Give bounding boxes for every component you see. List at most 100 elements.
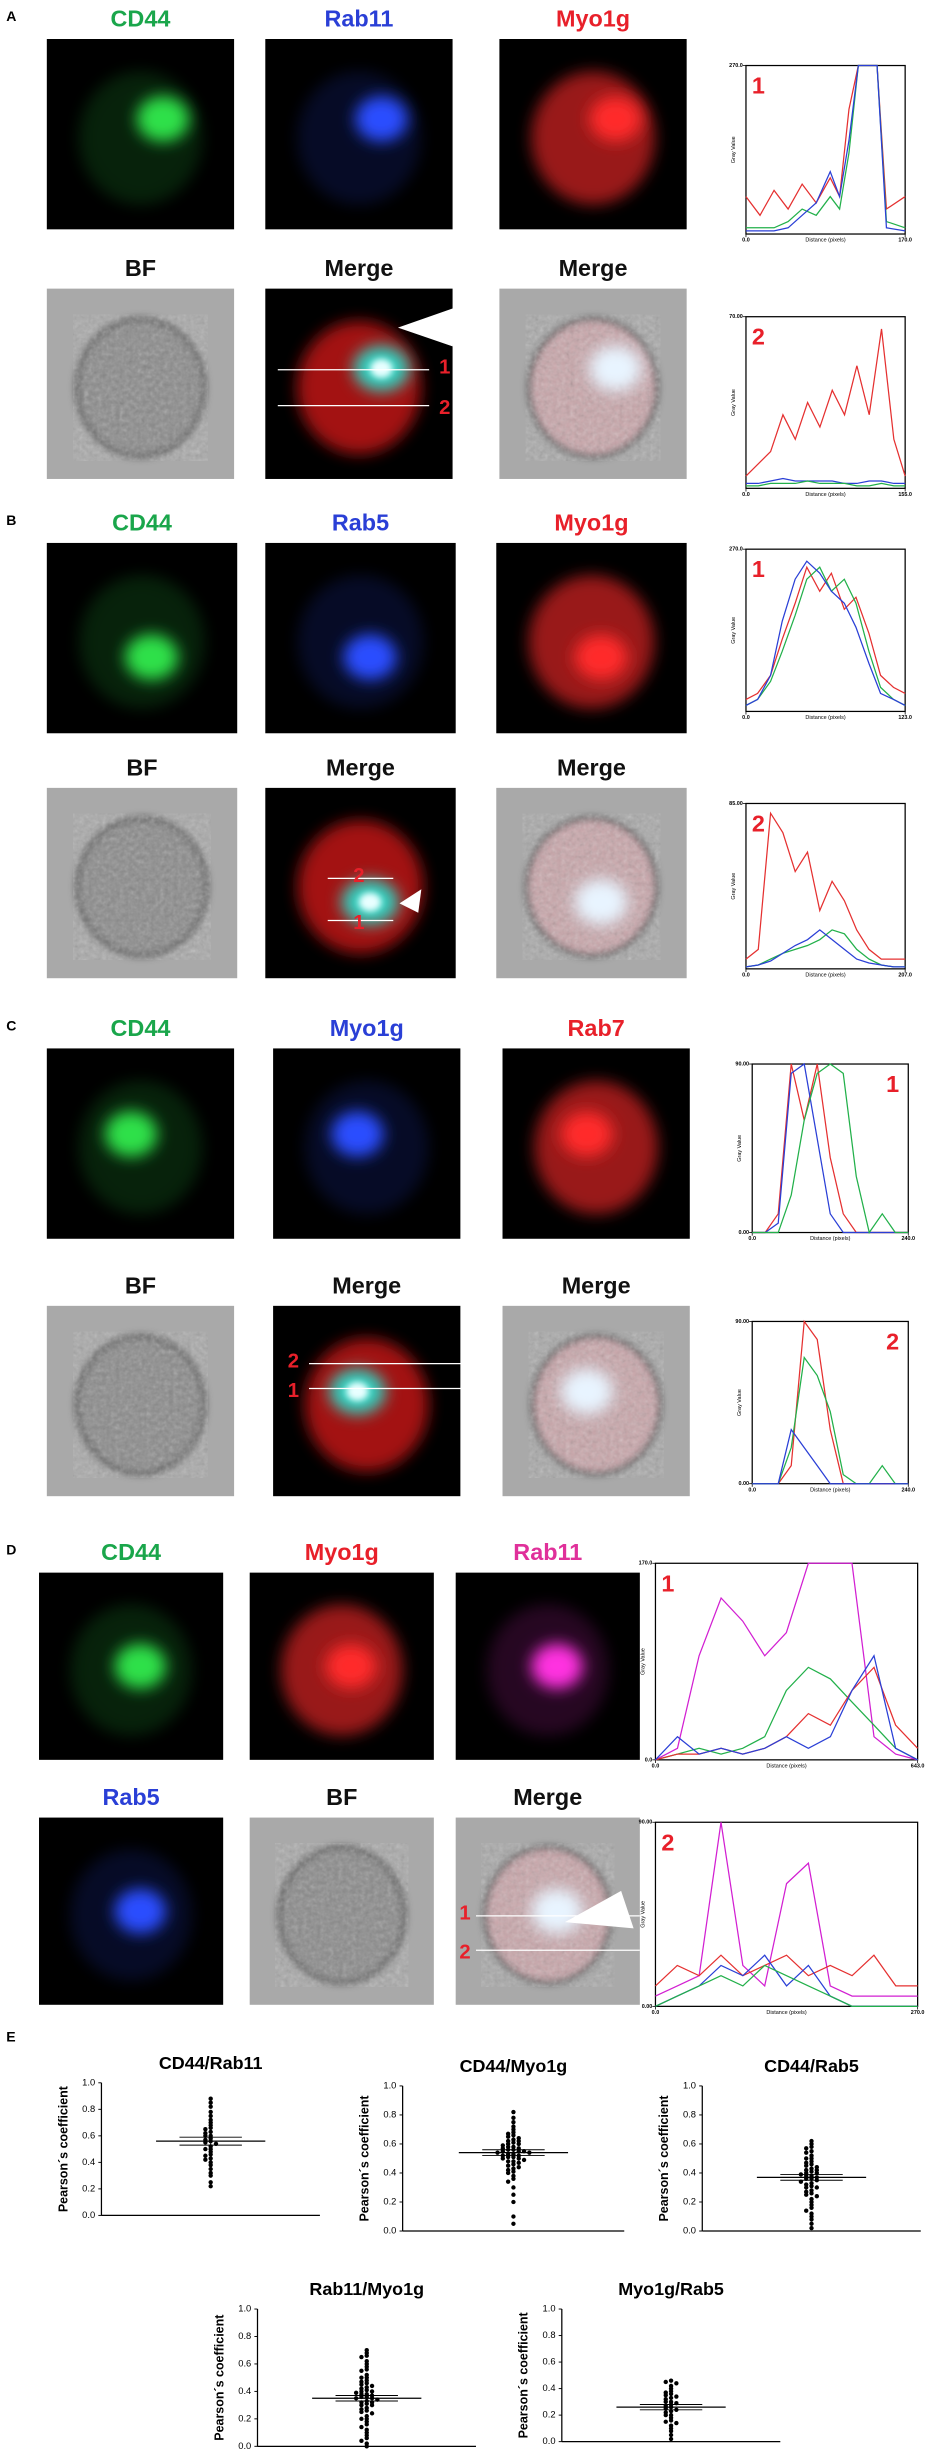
y-tick-label: 1.0	[543, 2303, 556, 2313]
y-tick-label: 0.4	[238, 2386, 251, 2396]
cell	[531, 71, 655, 205]
data-point	[203, 2153, 208, 2158]
texture	[84, 825, 200, 948]
plot-frame	[751, 1320, 909, 1485]
data-point	[369, 2389, 375, 2394]
data-point	[516, 2160, 521, 2166]
spot	[114, 1888, 167, 1934]
profile-series	[752, 1062, 909, 1234]
data-point	[364, 2401, 369, 2406]
panel-label: A	[6, 8, 16, 24]
data-point	[505, 2179, 511, 2184]
data-point	[809, 2144, 814, 2150]
data-point	[505, 2134, 511, 2139]
data-point	[364, 2367, 369, 2372]
profile-number: 1	[886, 1071, 899, 1097]
data-point	[359, 2402, 364, 2408]
spot	[560, 1111, 614, 1157]
image-title: Myo1g	[305, 1539, 379, 1565]
x-axis-label: Distance (pixels)	[805, 238, 845, 244]
spot	[370, 359, 393, 379]
data-point	[511, 2140, 516, 2145]
texture	[286, 1855, 398, 1975]
data-point	[511, 2162, 516, 2167]
spot	[531, 1888, 583, 1934]
y-tick-label: 0.2	[383, 2196, 396, 2206]
spot	[560, 1368, 614, 1415]
data-point	[369, 2402, 375, 2408]
data-point	[208, 2152, 213, 2157]
y-axis-label: Pearson´s coefficient	[56, 2086, 70, 2212]
micrograph	[265, 39, 453, 230]
x-tick-label: 0.0	[652, 1764, 660, 1770]
data-point	[809, 2221, 814, 2226]
spot	[331, 1111, 384, 1157]
data-point	[663, 2399, 668, 2405]
y-tick-label: 90.00	[639, 1820, 653, 1826]
plot-title: CD44/Rab5	[764, 2056, 859, 2076]
plot-frame	[745, 64, 906, 235]
profile-number: 2	[752, 811, 765, 837]
profile-number: 2	[886, 1328, 899, 1354]
line-label: 1	[353, 912, 364, 934]
image-title: Rab7	[568, 1015, 625, 1041]
x-axis-label: Distance (pixels)	[810, 1236, 850, 1242]
image-title: CD44	[111, 1015, 171, 1041]
y-tick-label: 0.6	[683, 2138, 696, 2148]
x-axis-label: Distance (pixels)	[766, 2010, 806, 2016]
x-tick-label: 240.0	[901, 1487, 915, 1493]
data-point	[364, 2435, 369, 2441]
spot	[343, 634, 397, 680]
y-tick-label: 0.6	[82, 2130, 95, 2140]
micrograph	[46, 288, 235, 479]
data-point	[511, 2214, 516, 2219]
x-tick-label: 207.0	[898, 973, 912, 979]
spot	[355, 96, 408, 142]
image-title: Merge	[562, 1272, 631, 1298]
data-point	[369, 2383, 375, 2389]
spot	[589, 345, 642, 392]
x-axis-label: Distance (pixels)	[805, 492, 845, 498]
image-title: Merge	[513, 1784, 582, 1810]
spot	[114, 1643, 167, 1689]
data-point	[359, 2368, 364, 2373]
profile-number: 2	[752, 324, 765, 350]
data-point	[359, 2409, 364, 2415]
x-tick-label: 0.0	[742, 492, 750, 498]
y-tick-label: 0.4	[683, 2167, 696, 2177]
y-axis-label: Pearson´s coefficient	[212, 2315, 226, 2441]
panel-label: B	[6, 512, 16, 528]
plot-frame	[654, 1562, 919, 1761]
y-tick-label: 90.00	[735, 1319, 749, 1325]
y-tick-label: 0.4	[543, 2383, 556, 2393]
profile-number: 2	[661, 1829, 674, 1855]
data-point	[203, 2157, 208, 2162]
texture	[84, 326, 197, 449]
y-tick-label: 0.0	[645, 1757, 653, 1763]
y-axis-label: Gray Value	[731, 136, 737, 163]
micrograph	[499, 39, 687, 230]
line-label: 2	[459, 1942, 470, 1964]
data-point	[511, 2176, 516, 2181]
data-point	[804, 2163, 809, 2168]
image-title: CD44	[101, 1539, 161, 1565]
data-point	[668, 2395, 674, 2401]
profile-series	[745, 64, 906, 232]
data-point	[359, 2424, 364, 2430]
y-tick-label: 90.00	[735, 1061, 749, 1067]
arrowhead	[564, 1890, 634, 1929]
y-axis-label: Pearson´s coefficient	[517, 2312, 531, 2438]
y-tick-label: 0.6	[383, 2138, 396, 2148]
x-tick-label: 270.0	[911, 2010, 925, 2016]
panel-label: D	[6, 1541, 16, 1557]
data-point	[804, 2150, 809, 2155]
line-label: 1	[439, 357, 450, 379]
profile-series	[745, 566, 906, 706]
cell	[297, 71, 421, 205]
data-point	[804, 2156, 809, 2161]
spot	[124, 634, 179, 680]
data-point	[208, 2166, 213, 2172]
line-label: 1	[288, 1380, 299, 1402]
plot-frame	[745, 802, 906, 970]
image-title: Merge	[559, 255, 628, 281]
